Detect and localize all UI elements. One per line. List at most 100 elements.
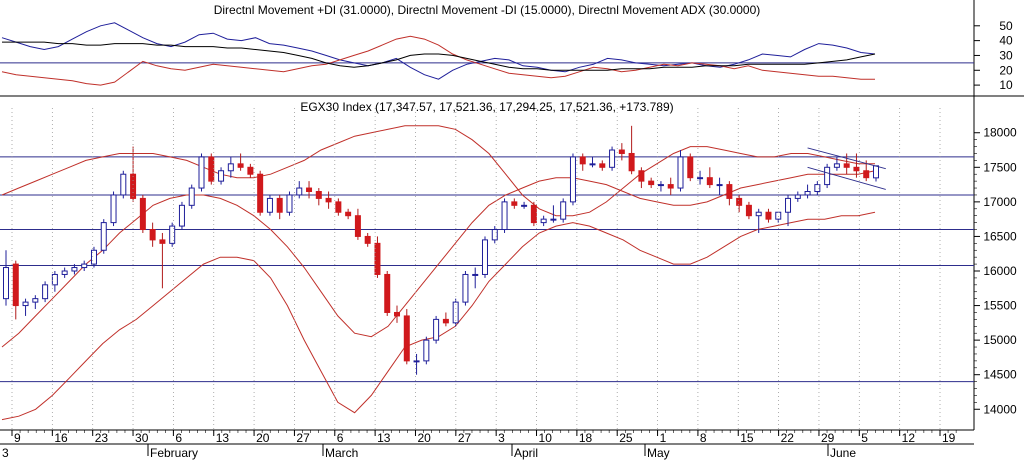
candle-body — [853, 166, 860, 172]
candle-body — [345, 211, 352, 217]
candle-body — [61, 270, 68, 275]
candle-body — [208, 156, 215, 182]
candle-body — [667, 184, 674, 189]
candle-body — [433, 318, 440, 341]
price-panel: 14000 14500 15000 15500 16000 16500 17000 17500… — [0, 125, 1017, 421]
x-tick-label: 18 — [579, 431, 593, 445]
candle-body — [550, 218, 557, 221]
candle-body — [794, 194, 801, 199]
dmi-title: Directnl Movement +DI (31.0000), Directn… — [214, 3, 761, 17]
candle-body — [32, 298, 39, 303]
candle-body — [42, 284, 49, 300]
dmi-y-tick-label: 40 — [999, 34, 1013, 48]
x-tick-label: 15 — [740, 431, 754, 445]
price-y-tick-label: 18000 — [983, 126, 1017, 140]
dmi-series-di — [1, 35, 875, 86]
candle-body — [120, 173, 127, 196]
candle-body — [843, 163, 850, 168]
candle-body — [579, 156, 586, 165]
x-tick-label: 27 — [296, 431, 310, 445]
x-tick-label: 25 — [619, 431, 633, 445]
x-tick-label: 20 — [417, 431, 431, 445]
candle-body — [384, 273, 391, 313]
x-tick-label: 19 — [942, 431, 956, 445]
candle-body — [188, 187, 195, 206]
candle-body — [511, 201, 518, 206]
candle-body — [638, 170, 645, 182]
candle-body — [130, 173, 137, 199]
x-tick-label: 5 — [861, 431, 868, 445]
month-label: June — [830, 446, 856, 460]
candle-body — [687, 156, 694, 179]
candle-body — [530, 204, 537, 224]
candle-body — [569, 156, 576, 203]
candle-body — [3, 267, 9, 300]
candle-body — [833, 163, 840, 168]
candle-body — [657, 184, 664, 187]
plot-background — [0, 0, 974, 430]
candle-body — [178, 204, 185, 227]
x-tick-label: 12 — [902, 431, 916, 445]
x-tick-label: 23 — [95, 431, 109, 445]
candle-body — [814, 184, 821, 193]
month-label: 3 — [2, 446, 9, 460]
candle-body — [775, 211, 782, 220]
x-tick-label: 9 — [14, 431, 21, 445]
candle-body — [648, 180, 655, 186]
x-tick-label: 13 — [216, 431, 230, 445]
candle-body — [755, 211, 762, 217]
candle-body — [139, 197, 146, 231]
candle-body — [745, 204, 752, 217]
candle-body — [403, 315, 410, 362]
dmi-y-tick-label: 20 — [999, 63, 1013, 77]
candle-body — [296, 187, 303, 196]
candle-body — [765, 211, 772, 220]
candle-body — [22, 301, 29, 307]
candle-body — [785, 197, 792, 213]
price-y-tick-label: 14000 — [983, 402, 1017, 416]
candle-body — [227, 163, 234, 172]
x-tick-label: 6 — [337, 431, 344, 445]
x-axis: 9 16 23 30 6 13 20 27 6 13 20 27 3 10 18 25 1 8 15 22 29 5 12 1… — [2, 108, 957, 460]
month-label: May — [647, 446, 670, 460]
price-y-tick-label: 16500 — [983, 229, 1017, 243]
x-tick-label: 6 — [175, 431, 182, 445]
candle-body — [335, 201, 342, 213]
candle-body — [306, 187, 313, 192]
candle-body — [472, 273, 479, 276]
price-y-tick-label: 14500 — [983, 368, 1017, 382]
candle-body — [677, 156, 684, 189]
x-tick-label: 22 — [781, 431, 795, 445]
candle-body — [110, 194, 117, 224]
candle-body — [413, 360, 420, 363]
candle-body — [824, 166, 831, 186]
price-y-tick-label: 15500 — [983, 299, 1017, 313]
band-upper — [1, 125, 875, 217]
dmi-y-tick-label: 50 — [999, 19, 1013, 33]
candle-body — [394, 311, 401, 317]
trend-line — [807, 166, 886, 190]
x-tick-label: 8 — [700, 431, 707, 445]
price-title: EGX30 Index (17,347.57, 17,521.36, 17,29… — [300, 100, 673, 114]
candle-body — [71, 267, 78, 272]
candle-body — [736, 197, 743, 206]
x-tick-label: 13 — [377, 431, 391, 445]
candle-body — [315, 191, 322, 199]
dmi-y-tick-label: 30 — [999, 48, 1013, 62]
candle-body — [286, 194, 293, 213]
month-label: February — [150, 446, 198, 460]
x-tick-label: 10 — [539, 431, 553, 445]
candle-body — [218, 170, 225, 182]
x-tick-label: 30 — [135, 431, 149, 445]
x-tick-label: 29 — [821, 431, 835, 445]
dmi-y-tick-label: 10 — [999, 78, 1013, 92]
candle-body — [442, 318, 449, 324]
candle-body — [618, 149, 625, 154]
candle-body — [81, 263, 88, 269]
candle-body — [354, 215, 361, 237]
month-label: March — [325, 446, 358, 460]
price-y-tick-label: 17000 — [983, 195, 1017, 209]
